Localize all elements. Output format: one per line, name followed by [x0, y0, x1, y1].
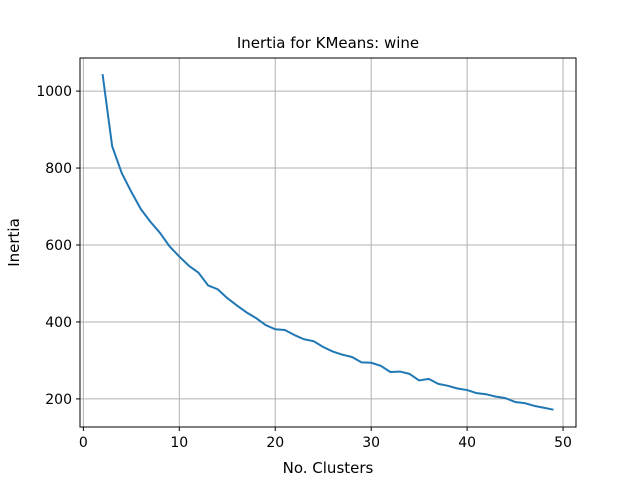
y-axis-ticks: 200 400 600 800 1000	[36, 84, 80, 408]
y-gridlines	[80, 90, 576, 400]
y-tick-label: 800	[45, 161, 72, 177]
y-tick-label: 400	[45, 315, 72, 331]
x-tick-label: 0	[79, 435, 88, 451]
chart-title: Inertia for KMeans: wine	[237, 34, 419, 52]
y-tick-label: 1000	[36, 84, 72, 100]
series-line	[101, 74, 554, 411]
x-tick-label: 50	[554, 435, 572, 451]
x-tick-label: 20	[266, 435, 284, 451]
y-tick-label: 600	[45, 238, 72, 254]
x-gridlines	[82, 58, 564, 427]
x-axis-label: No. Clusters	[283, 459, 374, 477]
x-tick-label: 30	[362, 435, 380, 451]
x-tick-label: 40	[458, 435, 476, 451]
plot-area-frame	[79, 57, 577, 428]
x-axis-ticks: 0 10 20 30 40 50	[79, 427, 572, 451]
series-layer	[101, 74, 554, 411]
y-tick-label: 200	[45, 392, 72, 408]
x-tick-label: 10	[170, 435, 188, 451]
y-axis-label: Inertia	[5, 218, 23, 267]
